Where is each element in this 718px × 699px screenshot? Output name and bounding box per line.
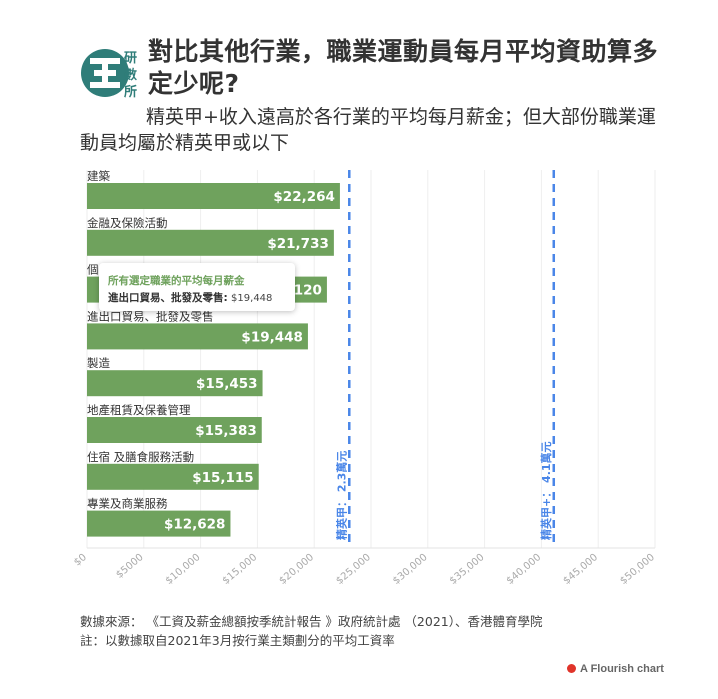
bar-value-label: $15,453 xyxy=(196,376,258,392)
bar-value-label: $22,264 xyxy=(273,189,335,205)
bar-value-label: $19,448 xyxy=(241,329,303,345)
chart-title: 對比其他行業，職業運動員每月平均資助算多定少呢? xyxy=(148,37,659,98)
x-tick-label: $5000 xyxy=(114,552,145,581)
note-text: 註：以數據取自2021年3月按行業主類劃分的平均工資率 xyxy=(80,633,395,648)
category-label: 個 xyxy=(87,263,99,277)
x-tick-label: $0 xyxy=(72,552,89,569)
x-tick-label: $15,000 xyxy=(221,552,260,587)
x-tick-label: $20,000 xyxy=(277,552,316,587)
bar-value-label: $15,115 xyxy=(192,470,254,486)
category-label: 住宿 及膳食服務活動 xyxy=(87,450,194,464)
category-label: 進出口貿易、批發及零售 xyxy=(87,309,214,323)
bar-value-label: $12,628 xyxy=(164,517,226,533)
tooltip: 所有選定職業的平均每月薪金 進出口貿易、批發及零售: $19,448 xyxy=(99,263,295,311)
category-label: 建築 xyxy=(87,169,110,183)
x-tick-label: $45,000 xyxy=(561,552,600,587)
bar xyxy=(87,417,262,443)
flourish-logo-icon xyxy=(567,664,576,673)
source-text: 數據來源： 《工資及薪金總額按季統計報告 》政府統計處 （2021）、香港體育學… xyxy=(80,614,543,629)
logo-icon: 研 數 所 xyxy=(81,49,137,100)
reference-line-label: 精英甲： 2.3萬元 xyxy=(334,451,348,540)
svg-text:研: 研 xyxy=(124,51,137,66)
bar-value-label: $15,383 xyxy=(195,423,257,439)
x-tick-label: $50,000 xyxy=(618,552,657,587)
flourish-credit[interactable]: A Flourish chart xyxy=(567,663,664,675)
bar xyxy=(87,370,263,397)
chart-subtitle: 精英甲+收入遠高於各行業的平均每月薪金；但大部份職業運動員均屬於精英甲或以下 xyxy=(80,106,656,154)
bar xyxy=(87,463,259,490)
bar xyxy=(87,183,340,209)
category-label: 製造 xyxy=(87,356,110,370)
flourish-label: A Flourish chart xyxy=(580,663,664,675)
bar xyxy=(87,510,231,537)
tooltip-row-value: $19,448 xyxy=(231,293,273,304)
x-tick-label: $10,000 xyxy=(164,552,203,587)
category-label: 地產租賃及保養管理 xyxy=(87,403,191,417)
x-tick-label: $40,000 xyxy=(505,552,544,587)
tooltip-row: 進出口貿易、批發及零售: $19,448 xyxy=(108,290,272,305)
svg-text:數: 數 xyxy=(124,67,137,83)
tooltip-row-label: 進出口貿易、批發及零售: xyxy=(108,292,228,304)
bar xyxy=(87,323,308,350)
x-tick-label: $25,000 xyxy=(334,552,373,587)
tooltip-title: 所有選定職業的平均每月薪金 xyxy=(108,275,245,287)
x-tick-label: $35,000 xyxy=(448,552,487,587)
bar xyxy=(87,229,334,256)
svg-text:所: 所 xyxy=(124,84,137,100)
x-tick-label: $30,000 xyxy=(391,552,430,587)
category-label: 金融及保險活動 xyxy=(87,216,168,230)
reference-line-label: 精英甲+： 4.1萬元 xyxy=(539,441,553,540)
category-label: 專業及商業服務 xyxy=(87,497,168,511)
bar-value-label: $21,733 xyxy=(267,236,329,252)
source-notes: 數據來源： 《工資及薪金總額按季統計報告 》政府統計處 （2021）、香港體育學… xyxy=(80,612,542,650)
